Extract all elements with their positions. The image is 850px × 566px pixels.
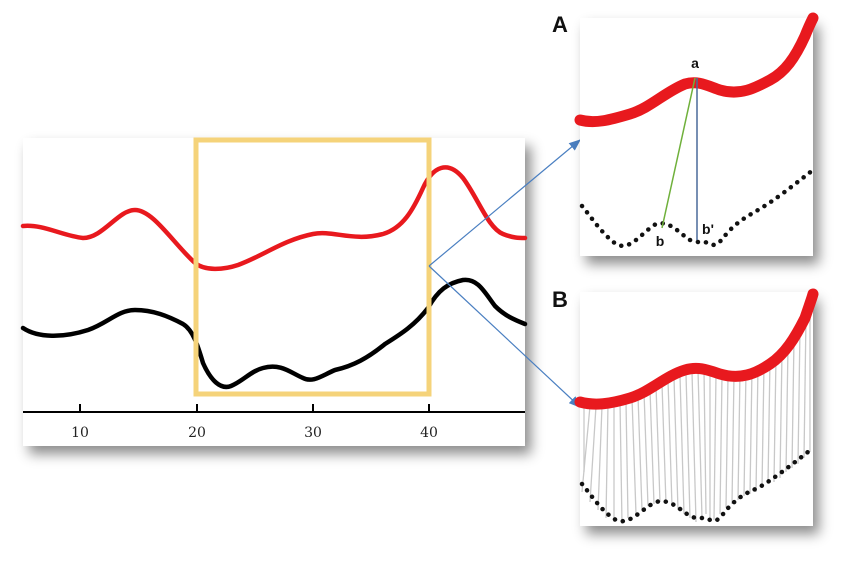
panel-a: a b b' <box>574 12 819 256</box>
red-curve-zoomed <box>574 288 819 410</box>
x-tick-label: 30 <box>304 425 322 441</box>
panel-b-letter: B <box>552 287 568 312</box>
x-tick-label: 10 <box>71 425 89 441</box>
panel-a-letter: A <box>552 12 568 37</box>
green-alignment-line <box>661 77 696 229</box>
panel-b-svg <box>574 288 819 525</box>
alignment-connectors <box>581 306 811 525</box>
x-tick-label: 40 <box>420 425 438 441</box>
panel-b <box>574 288 819 526</box>
x-tick-label: 20 <box>188 425 206 441</box>
black-dotted-curve-zoomed <box>579 445 816 524</box>
black-dotted-curve-zoomed <box>579 167 816 249</box>
main-plot-panel: 10 20 30 40 <box>20 137 528 446</box>
point-b-prime-label: b' <box>702 221 714 237</box>
main-plot-svg: 10 20 30 40 <box>20 137 528 441</box>
point-b-label: b <box>656 233 665 249</box>
red-curve-zoomed <box>574 12 819 128</box>
black-series-line <box>20 277 528 390</box>
red-series-line <box>20 165 528 272</box>
panel-a-svg: a b b' <box>574 12 819 249</box>
point-a-label: a <box>691 55 699 71</box>
